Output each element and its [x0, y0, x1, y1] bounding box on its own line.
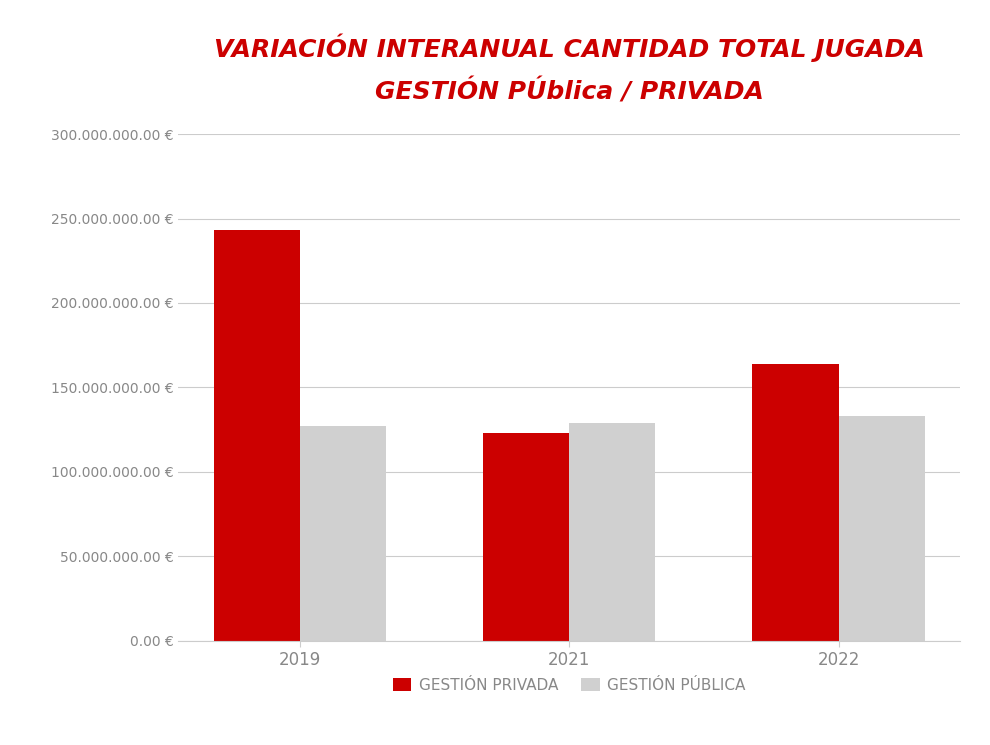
- Bar: [752, 364, 839, 641]
- Bar: [214, 230, 300, 641]
- Legend: GESTIÓN PRIVADA, GESTIÓN PÚBLICA: GESTIÓN PRIVADA, GESTIÓN PÚBLICA: [387, 672, 751, 699]
- Title: VARIACIÓN INTERANUAL CANTIDAD TOTAL JUGADA
GESTIÓN PÚblica / PRIVADA: VARIACIÓN INTERANUAL CANTIDAD TOTAL JUGA…: [214, 33, 925, 104]
- Bar: [569, 423, 655, 641]
- Bar: [483, 433, 569, 641]
- Bar: [300, 426, 386, 641]
- Bar: [839, 416, 925, 641]
